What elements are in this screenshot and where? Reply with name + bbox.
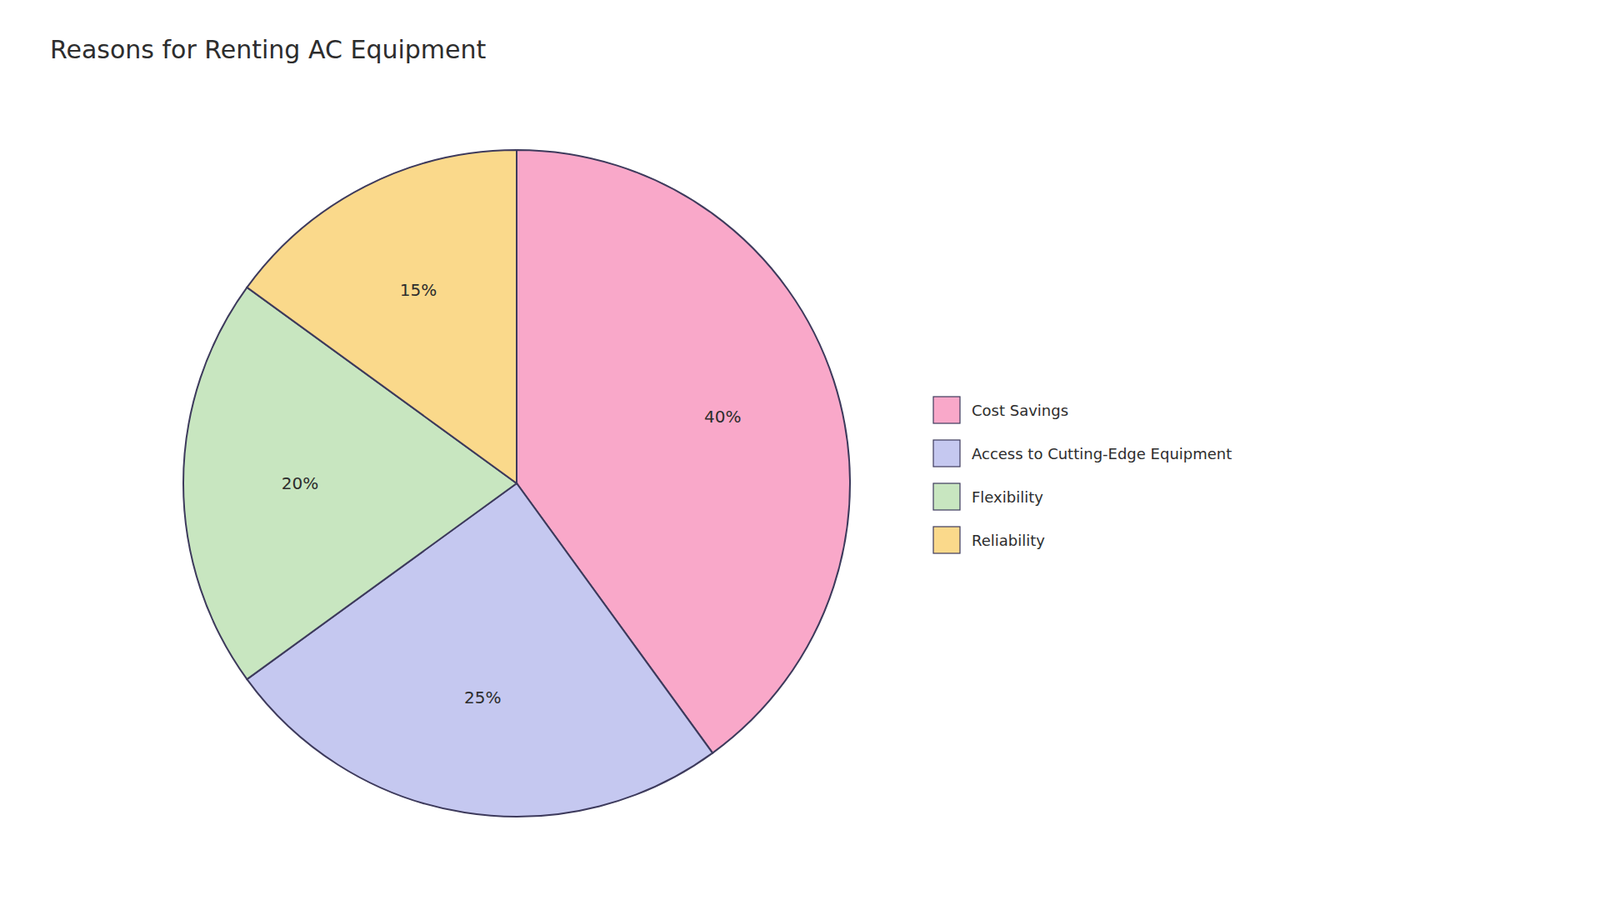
legend-item: Reliability <box>933 526 1045 554</box>
pie-slice <box>246 150 517 484</box>
legend-swatch <box>933 396 960 424</box>
data-labels: 40% 25% 20% 15% <box>281 280 742 707</box>
legend-label: Cost Savings <box>971 401 1069 420</box>
legend-item: Cost Savings <box>933 396 1069 424</box>
data-label: 25% <box>464 687 501 708</box>
legend-label: Reliability <box>971 531 1045 550</box>
chart-svg: Reasons for Renting AC Equipment 40% 25% 20… <box>0 0 1600 900</box>
legend-label: Flexibility <box>971 488 1044 506</box>
chart-title: Reasons for Renting AC Equipment <box>50 35 487 65</box>
legend-label: Access to Cutting-Edge Equipment <box>971 445 1232 463</box>
pie-group: 40% 25% 20% 15% <box>183 150 850 817</box>
legend-swatch <box>933 440 960 467</box>
data-label: 15% <box>400 280 437 300</box>
legend-swatch <box>933 526 960 554</box>
data-label: 40% <box>704 406 741 427</box>
data-label: 20% <box>281 473 319 494</box>
legend-swatch <box>933 483 960 510</box>
slices <box>183 150 850 817</box>
legend-item: Access to Cutting-Edge Equipment <box>933 440 1232 467</box>
legend-item: Flexibility <box>933 483 1044 510</box>
legend: Cost Savings Access to Cutting-Edge Equip… <box>933 396 1232 554</box>
